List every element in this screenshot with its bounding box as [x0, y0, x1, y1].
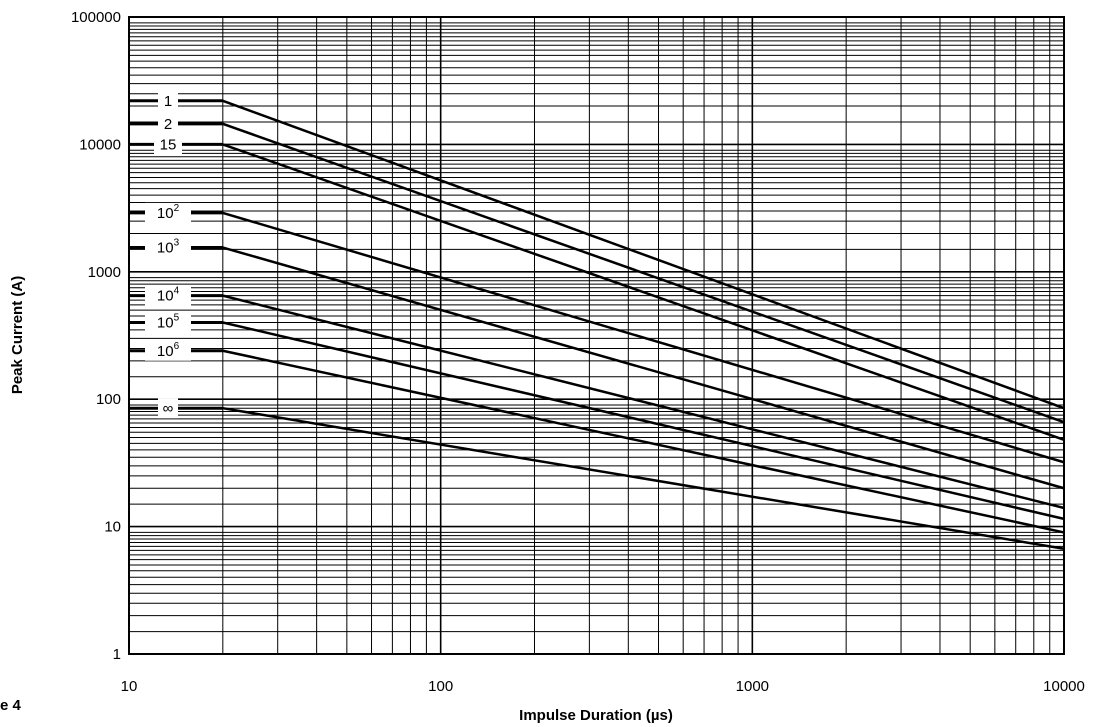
series-label-bg — [158, 113, 178, 134]
series-line — [222, 122, 1065, 424]
series-label: 106 — [157, 341, 180, 360]
series-label: 1 — [164, 93, 172, 110]
series-label-bg — [158, 90, 178, 111]
series-line — [222, 294, 1065, 510]
series-label-bg — [145, 202, 191, 223]
y-tick-label: 100000 — [71, 9, 121, 26]
y-axis-label: Peak Current (A) — [9, 276, 26, 394]
x-axis-label: Impulse Duration (µs) — [519, 707, 673, 724]
series-line — [222, 211, 1065, 464]
series-label: ∞ — [163, 400, 174, 417]
series-lines — [222, 99, 1065, 550]
y-tick-label: 10 — [104, 519, 121, 536]
series-label: 2 — [164, 116, 172, 133]
y-tick-labels: 1 10 100 1000 10000 100000 — [71, 9, 121, 663]
series-label-bg — [145, 237, 191, 258]
x-tick-labels: 10 100 1000 10000 — [121, 678, 1085, 695]
figure-label: e 4 — [0, 697, 21, 714]
series-label-bg — [145, 285, 191, 306]
grid-lines — [129, 17, 1064, 654]
series-line — [222, 143, 1065, 441]
x-tick-label: 1000 — [736, 678, 769, 695]
x-tick-label: 100 — [428, 678, 453, 695]
series-label-bg — [158, 398, 178, 419]
y-tick-label: 100 — [96, 391, 121, 408]
plot-border — [128, 16, 1065, 655]
series-line — [222, 349, 1065, 534]
series-label-bg — [145, 340, 191, 361]
series-line — [222, 406, 1065, 550]
x-tick-label: 10 — [121, 678, 138, 695]
series-line — [222, 246, 1065, 490]
y-tick-label: 1000 — [88, 264, 121, 281]
series-line — [222, 99, 1065, 410]
y-tick-label: 10000 — [79, 136, 121, 153]
series-label-bg — [154, 134, 182, 155]
y-tick-label: 1 — [113, 646, 121, 663]
series-label: 105 — [157, 312, 180, 331]
series-line — [222, 321, 1065, 521]
series-label: 103 — [157, 238, 180, 257]
plot-frame — [128, 16, 1065, 655]
series-label-bg — [145, 312, 191, 333]
series-label: 102 — [157, 203, 180, 222]
series-label: 15 — [160, 136, 177, 153]
series-label: 104 — [157, 286, 180, 305]
x-tick-label: 10000 — [1043, 678, 1085, 695]
series-labels: 1 2 15 102 103 104 105 106 ∞ — [129, 90, 223, 419]
